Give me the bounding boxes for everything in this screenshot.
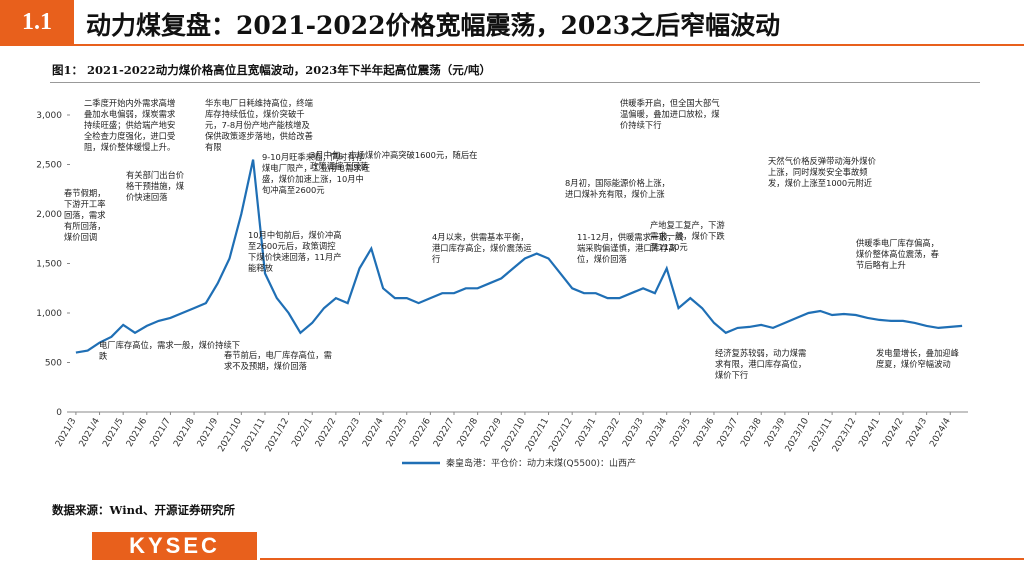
y-tick-label: 3,000 <box>36 111 62 121</box>
annotation: 供暖季电厂库存偏高，煤价整体高位震荡，春节后略有上升 <box>856 238 939 270</box>
annotation: 供暖季开启，但全国大部气温偏暖，叠加进口放松，煤价持续下行 <box>620 98 720 130</box>
logo: KYSEC <box>92 532 257 560</box>
x-tick-label: 2022/3 <box>338 417 362 449</box>
x-tick-label: 2022/9 <box>479 416 504 449</box>
x-tick-label: 2022/6 <box>408 416 433 449</box>
x-tick-label: 2024/2 <box>881 417 905 449</box>
section-number: 1.1 <box>0 0 74 44</box>
x-tick-label: 2023/8 <box>739 416 764 449</box>
y-tick-label: 1,000 <box>36 309 62 319</box>
annotation: 天然气价格反弹带动海外煤价上涨，同时煤炭安全事故频发，煤价上涨至1000元附近 <box>768 156 876 188</box>
x-tick-label: 2021/6 <box>125 416 150 449</box>
x-tick-label: 2022/12 <box>547 417 574 454</box>
footer-rule <box>260 558 1024 560</box>
y-tick-label: 1,500 <box>36 260 62 270</box>
x-tick-label: 2021/9 <box>196 416 221 449</box>
annotation: 发电量增长，叠加迎峰度夏，煤价窄幅波动 <box>876 348 959 369</box>
x-tick-label: 2024/4 <box>928 416 953 449</box>
series-line <box>75 159 963 354</box>
annotation: 春节前后，电厂库存高位，需求不及预期，煤价回落 <box>224 350 332 371</box>
annotation: 10月中旬前后，煤价冲高至2600元后，政策调控下煤价快速回落，11月产能释放 <box>248 230 342 273</box>
y-tick-label: 2,000 <box>36 210 62 220</box>
annotation: 11-12月，供暖需求一般，终端采购偏谨慎，港口库存高位，煤价回落 <box>577 232 685 264</box>
x-tick-label: 2023/12 <box>831 417 858 454</box>
figure-title: 图1： 2021-2022动力煤价格高位且宽幅波动，2023年下半年起高位震荡（… <box>52 63 491 77</box>
x-tick-label: 2023/4 <box>645 416 670 449</box>
annotation: 9-10月旺季来临，同时有存煤电厂限产，工业用电需求旺盛，煤价加速上涨，10月中… <box>262 152 370 195</box>
x-tick-label: 2023/7 <box>716 417 740 449</box>
x-tick-label: 2024/1 <box>857 417 881 449</box>
x-tick-label: 2022/1 <box>290 417 314 449</box>
x-tick-label: 2023/6 <box>692 416 717 449</box>
x-tick-label: 2022/5 <box>385 417 409 449</box>
x-tick-label: 2023/2 <box>598 417 622 449</box>
annotation: 有关部门出台价格干预措施，煤价快速回落 <box>126 170 185 202</box>
header-rule <box>0 44 1024 46</box>
x-tick-label: 2023/5 <box>668 417 692 449</box>
figure-rule <box>50 82 980 83</box>
annotation: 春节假期，下游开工率回落，需求有所回落，煤价回调 <box>64 188 106 242</box>
x-tick-label: 2021/12 <box>264 417 291 454</box>
x-tick-label: 2021/7 <box>149 417 173 449</box>
annotation: 8月初，国际能源价格上涨，进口煤补充有限，煤价上涨 <box>565 178 670 199</box>
x-tick-label: 2023/1 <box>574 417 598 449</box>
annotation: 二季度开始内外需求高增叠加水电偏弱，煤炭需求持续旺盛；供给端产地安全检查力度强化… <box>84 98 176 152</box>
x-tick-label: 2023/3 <box>621 417 645 449</box>
x-tick-label: 2023/9 <box>763 416 788 449</box>
x-tick-label: 2021/5 <box>101 417 125 449</box>
annotation: 华东电厂日耗维持高位，终端库存持续低位，煤价突破千元，7-8月份产地产能核增及保… <box>205 98 313 152</box>
x-tick-label: 2022/4 <box>361 416 386 449</box>
x-tick-label: 2021/3 <box>54 417 78 449</box>
x-tick-label: 2022/2 <box>314 417 338 449</box>
x-tick-label: 2024/3 <box>905 417 929 449</box>
y-tick-label: 2,500 <box>36 161 62 171</box>
legend-label: 秦皇岛港：平仓价：动力末煤(Q5500)：山西产 <box>446 457 636 469</box>
x-tick-label: 2022/8 <box>456 416 481 449</box>
annotation: 经济复苏较弱，动力煤需求有限，港口库存高位，煤价下行 <box>715 348 807 380</box>
page-title: 动力煤复盘：2021-2022价格宽幅震荡，2023之后窄幅波动 <box>86 11 781 40</box>
x-tick-label: 2022/7 <box>432 417 456 449</box>
x-tick-label: 2021/4 <box>78 416 103 449</box>
annotation: 4月以来，供需基本平衡，港口库存高企，煤价震荡运行 <box>432 232 532 264</box>
source: 数据来源：Wind、开源证券研究所 <box>52 503 235 517</box>
annotation: 电厂库存高位，需求一般，煤价持续下跌 <box>99 340 241 361</box>
annotation: 产地复工复产，下游需求一般，煤价下跌至1130元 <box>650 220 725 252</box>
annotation: 3月中旬，市场煤价冲高突破1600元，随后在政策调控下回落 <box>310 150 478 171</box>
y-tick-label: 0 <box>56 408 62 418</box>
x-tick-label: 2021/8 <box>172 416 197 449</box>
y-tick-label: 500 <box>45 359 62 369</box>
